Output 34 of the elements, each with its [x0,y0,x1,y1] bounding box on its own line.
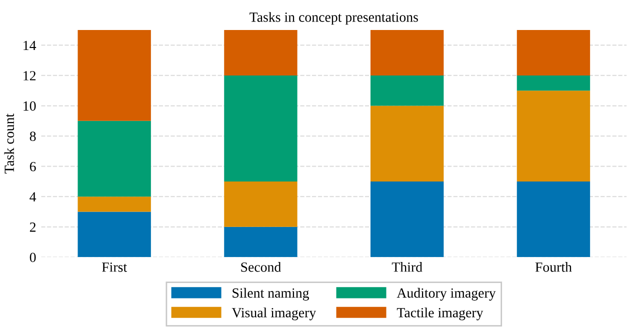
bar [370,181,444,258]
bar [78,196,151,212]
y-tick-label: 14 [24,40,36,50]
y-tick-label: 8 [30,132,36,142]
y-tick-label: 6 [30,162,36,172]
legend-label: Tactile imagery [396,308,484,320]
chart-title: Tasks in concept presentations [250,12,418,25]
bar [370,30,444,76]
bar [516,181,590,258]
bar [516,75,590,91]
bar [224,181,298,227]
x-tick-label: Second [241,262,281,272]
y-tick-label: 12 [24,71,36,80]
y-axis-title: Task count [4,114,14,174]
y-tick-label: 10 [24,101,36,111]
x-tick-label: First [102,262,127,272]
y-tick-label: 2 [30,222,36,232]
bar [370,106,444,182]
bar [370,75,444,106]
bar [224,30,298,76]
bar [516,90,590,182]
bar [224,226,298,258]
legend-label: Silent naming [232,288,309,301]
legend-label: Visual imagery [232,308,316,320]
bar [78,30,151,121]
x-tick-label: Fourth [535,262,572,272]
bar [224,75,298,182]
bar [78,212,151,258]
y-tick-label: 4 [30,192,36,202]
x-tick-label: Third [392,262,422,272]
y-tick-label: 0 [30,252,36,262]
bar [78,120,151,197]
bar [516,30,590,76]
legend-label: Auditory imagery [396,288,496,301]
